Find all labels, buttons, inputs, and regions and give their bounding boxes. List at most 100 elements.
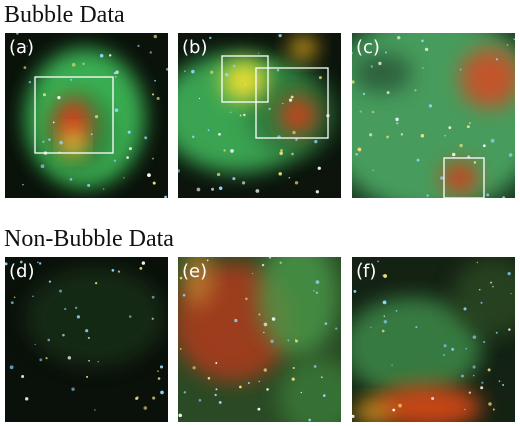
star <box>507 271 511 276</box>
star <box>459 68 462 71</box>
star <box>48 138 51 142</box>
star <box>290 95 294 99</box>
star <box>224 73 229 77</box>
bubble-box <box>443 157 485 198</box>
section-title: Bubble Data <box>4 2 125 28</box>
star <box>495 331 498 334</box>
star <box>480 386 484 390</box>
nebula <box>460 48 515 108</box>
star <box>139 266 143 270</box>
star <box>184 70 186 73</box>
star <box>308 418 312 422</box>
star <box>392 408 396 412</box>
star <box>114 76 117 78</box>
star <box>143 406 148 410</box>
star <box>128 147 132 151</box>
star <box>214 393 217 397</box>
star <box>210 70 214 74</box>
star <box>370 65 373 68</box>
star <box>9 365 14 370</box>
image-panel: (a) <box>5 33 168 198</box>
star <box>206 259 209 262</box>
star <box>123 177 125 179</box>
star <box>23 66 27 70</box>
star <box>278 172 282 176</box>
star <box>32 295 34 297</box>
star <box>431 396 435 401</box>
star <box>22 183 24 186</box>
star <box>255 189 260 193</box>
panel-label: (a) <box>9 37 34 58</box>
star <box>473 161 477 164</box>
bubble-box <box>221 55 269 103</box>
star <box>149 51 153 54</box>
nebula <box>280 97 316 133</box>
star <box>443 354 445 356</box>
star <box>263 322 268 327</box>
star <box>395 309 398 312</box>
image-panel: (f) <box>352 257 515 422</box>
star <box>261 263 265 267</box>
star <box>178 413 183 418</box>
star <box>207 376 211 380</box>
star <box>369 133 373 137</box>
star <box>451 347 455 351</box>
star <box>154 79 156 82</box>
star <box>294 181 299 185</box>
star <box>75 306 78 310</box>
star <box>152 93 155 96</box>
star <box>47 338 51 342</box>
star <box>90 133 93 136</box>
star <box>357 147 362 152</box>
star <box>370 326 372 328</box>
star <box>288 98 293 102</box>
star <box>183 391 186 394</box>
star <box>280 149 283 152</box>
star <box>472 374 475 377</box>
star <box>315 190 319 194</box>
star <box>5 262 8 266</box>
star <box>465 348 467 350</box>
star <box>378 61 382 66</box>
star <box>127 130 131 134</box>
star <box>502 384 505 386</box>
star <box>386 135 389 139</box>
star <box>232 64 236 68</box>
star <box>111 268 115 272</box>
star <box>71 63 76 67</box>
star <box>198 398 202 402</box>
star <box>421 39 424 43</box>
star <box>218 186 223 190</box>
nebula <box>222 61 266 101</box>
star <box>355 152 358 156</box>
star <box>179 276 183 280</box>
star <box>71 387 75 391</box>
star <box>314 139 318 144</box>
star <box>472 365 476 369</box>
star <box>243 113 246 117</box>
star <box>263 331 265 334</box>
star <box>386 91 390 95</box>
star <box>263 368 267 372</box>
star <box>400 133 404 136</box>
star <box>359 262 363 265</box>
star <box>258 380 260 383</box>
star <box>268 107 271 110</box>
star <box>69 178 73 181</box>
nebula <box>352 400 392 422</box>
star <box>324 322 328 326</box>
star <box>490 281 493 284</box>
star <box>416 158 420 162</box>
panel-label: (b) <box>182 37 207 58</box>
star <box>372 169 374 172</box>
star <box>463 307 467 311</box>
star <box>152 157 154 160</box>
star <box>486 193 490 197</box>
star <box>13 296 16 299</box>
star <box>141 261 146 265</box>
star <box>159 365 164 369</box>
nebula <box>278 357 341 422</box>
star <box>40 164 45 169</box>
star <box>508 328 511 331</box>
